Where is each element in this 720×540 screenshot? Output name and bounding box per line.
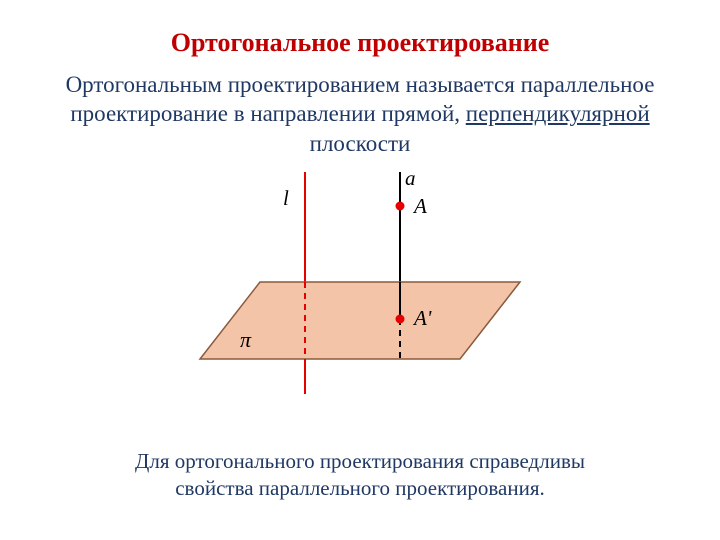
definition-line1: Ортогональным проектированием называется	[66, 72, 521, 97]
footnote-line1: Для ортогонального проектирования справе…	[135, 449, 585, 473]
title-text: Ортогональное проектирование	[171, 28, 550, 57]
label-a: a	[405, 166, 416, 191]
diagram-svg	[170, 164, 550, 402]
label-point-a: A	[414, 194, 427, 219]
point-a-prime	[396, 315, 405, 324]
diagram: l a A A' π	[170, 164, 550, 402]
footnote-line2: свойства параллельного проектирования.	[175, 476, 545, 500]
definition-line3-post: плоскости	[310, 131, 411, 156]
label-point-a-prime: A'	[414, 306, 431, 331]
label-l: l	[283, 186, 289, 211]
footnote: Для ортогонального проектирования справе…	[0, 448, 720, 502]
definition-text: Ортогональным проектированием называется…	[0, 70, 720, 158]
definition-underlined: перпендикулярной	[466, 101, 650, 126]
definition-line3-pre: прямой,	[382, 101, 466, 126]
label-pi: π	[240, 327, 251, 353]
page-title: Ортогональное проектирование	[0, 0, 720, 70]
point-a	[396, 202, 405, 211]
